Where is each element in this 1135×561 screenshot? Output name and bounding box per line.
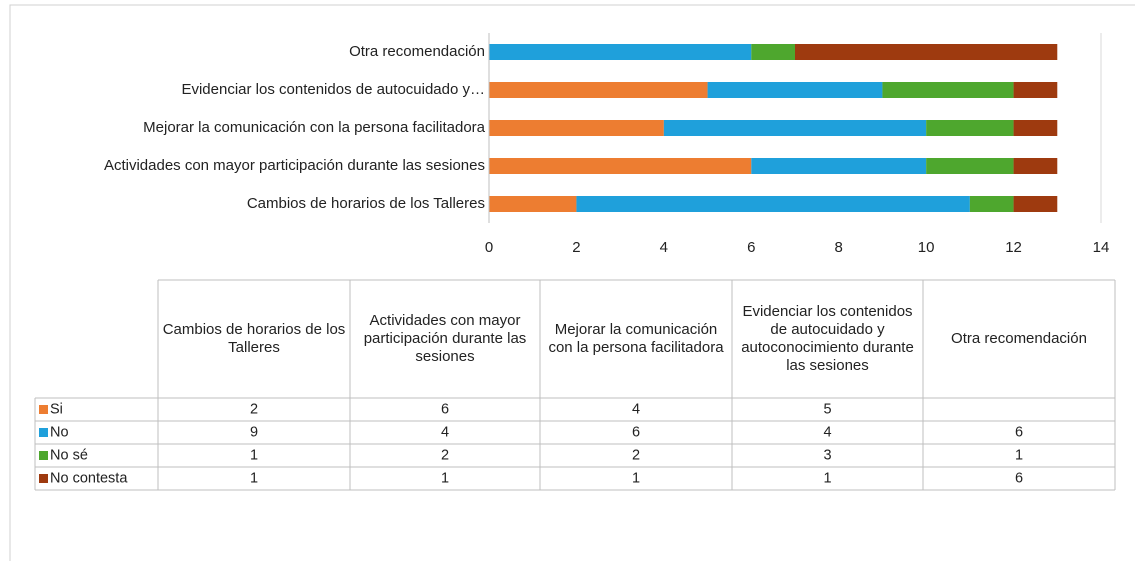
table-cell: 4 <box>632 401 640 417</box>
x-tick-label: 8 <box>835 239 843 256</box>
x-tick-label: 14 <box>1093 239 1110 256</box>
bar-segment <box>707 82 883 98</box>
chart-frame <box>9 4 1135 561</box>
bar-segment <box>751 44 795 60</box>
table-cell: 5 <box>823 401 831 417</box>
x-tick-label: 6 <box>747 239 755 256</box>
table-header: Actividades con mayor participación dura… <box>363 312 527 365</box>
bar-segment <box>751 158 927 174</box>
x-tick-label: 10 <box>918 239 935 256</box>
x-tick-label: 12 <box>1005 239 1022 256</box>
table-cell: 1 <box>441 470 449 486</box>
y-tick-label: Cambios de horarios de los Talleres <box>247 195 485 212</box>
bar-segment <box>1013 82 1058 98</box>
bar-segment <box>576 196 970 212</box>
plot: 0 2 4 6 8 10 12 14 Cambios de horarios de los Ta… <box>104 33 1109 256</box>
legend-swatch <box>39 451 48 460</box>
legend-label: Si <box>50 401 63 417</box>
bar-segment <box>882 82 1014 98</box>
bar-segment <box>926 158 1014 174</box>
legend-swatch <box>39 474 48 483</box>
data-table: Cambios de horarios de los Talleres Activ… <box>34 279 1116 491</box>
legend-swatch <box>39 405 48 414</box>
table-cell: 1 <box>1015 447 1023 463</box>
bar-segment <box>489 120 664 136</box>
bar-segment <box>926 120 1014 136</box>
table-header-text: Actividades con mayor participación dura… <box>363 312 527 365</box>
legend-label: No contesta <box>50 470 128 486</box>
legend-swatch <box>39 428 48 437</box>
table-header-text: Cambios de horarios de los Talleres <box>162 321 346 356</box>
table-cell: 1 <box>250 470 258 486</box>
table-cell: 4 <box>441 424 449 440</box>
table-cell: 2 <box>632 447 640 463</box>
legend-label: No sé <box>50 447 88 463</box>
x-tick-label: 2 <box>572 239 580 256</box>
table-header: Otra recomendación <box>951 330 1087 347</box>
x-tick-label: 4 <box>660 239 668 256</box>
table-cell: 1 <box>632 470 640 486</box>
bar-segment <box>663 120 927 136</box>
legend-label: No <box>50 424 69 440</box>
x-tick-label: 0 <box>485 239 493 256</box>
y-tick-label: Evidenciar los contenidos de autocuidado… <box>181 81 485 98</box>
table-cell: 6 <box>441 401 449 417</box>
table-header: Mejorar la comunicación con la persona f… <box>548 321 724 356</box>
table-cell: 2 <box>250 401 258 417</box>
table-cell: 6 <box>632 424 640 440</box>
table-cell: 1 <box>250 447 258 463</box>
bar-segment <box>489 82 708 98</box>
bar-segment <box>489 44 752 60</box>
y-tick-label: Mejorar la comunicación con la persona f… <box>143 119 486 136</box>
bar-segment <box>795 44 1058 60</box>
bar-segment <box>1013 158 1058 174</box>
table-header-text: Otra recomendación <box>951 330 1087 347</box>
bar-segment <box>1013 196 1058 212</box>
table-cell: 6 <box>1015 470 1023 486</box>
y-tick-label: Otra recomendación <box>349 43 485 60</box>
table-header: Evidenciar los contenidos de autocuidado… <box>741 303 914 374</box>
table-cell: 6 <box>1015 424 1023 440</box>
table-header: Cambios de horarios de los Talleres <box>162 321 346 356</box>
bar-segment <box>489 196 577 212</box>
bar-segment <box>969 196 1014 212</box>
bar-segment <box>1013 120 1058 136</box>
table-cell: 1 <box>823 470 831 486</box>
table-header-text: Evidenciar los contenidos de autocuidado… <box>741 303 914 374</box>
table-cell: 9 <box>250 424 258 440</box>
table-header-text: Mejorar la comunicación con la persona f… <box>548 321 724 356</box>
table-cell: 2 <box>441 447 449 463</box>
table-cell: 3 <box>823 447 831 463</box>
y-tick-label: Actividades con mayor participación dura… <box>104 157 485 174</box>
bar-segment <box>489 158 752 174</box>
table-cell: 4 <box>823 424 831 440</box>
